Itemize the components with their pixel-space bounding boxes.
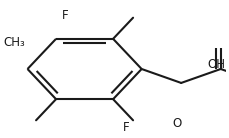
Text: O: O <box>172 117 181 130</box>
Text: F: F <box>62 9 68 22</box>
Text: F: F <box>122 121 129 134</box>
Text: CH₃: CH₃ <box>3 36 25 49</box>
Text: OH: OH <box>207 58 225 71</box>
